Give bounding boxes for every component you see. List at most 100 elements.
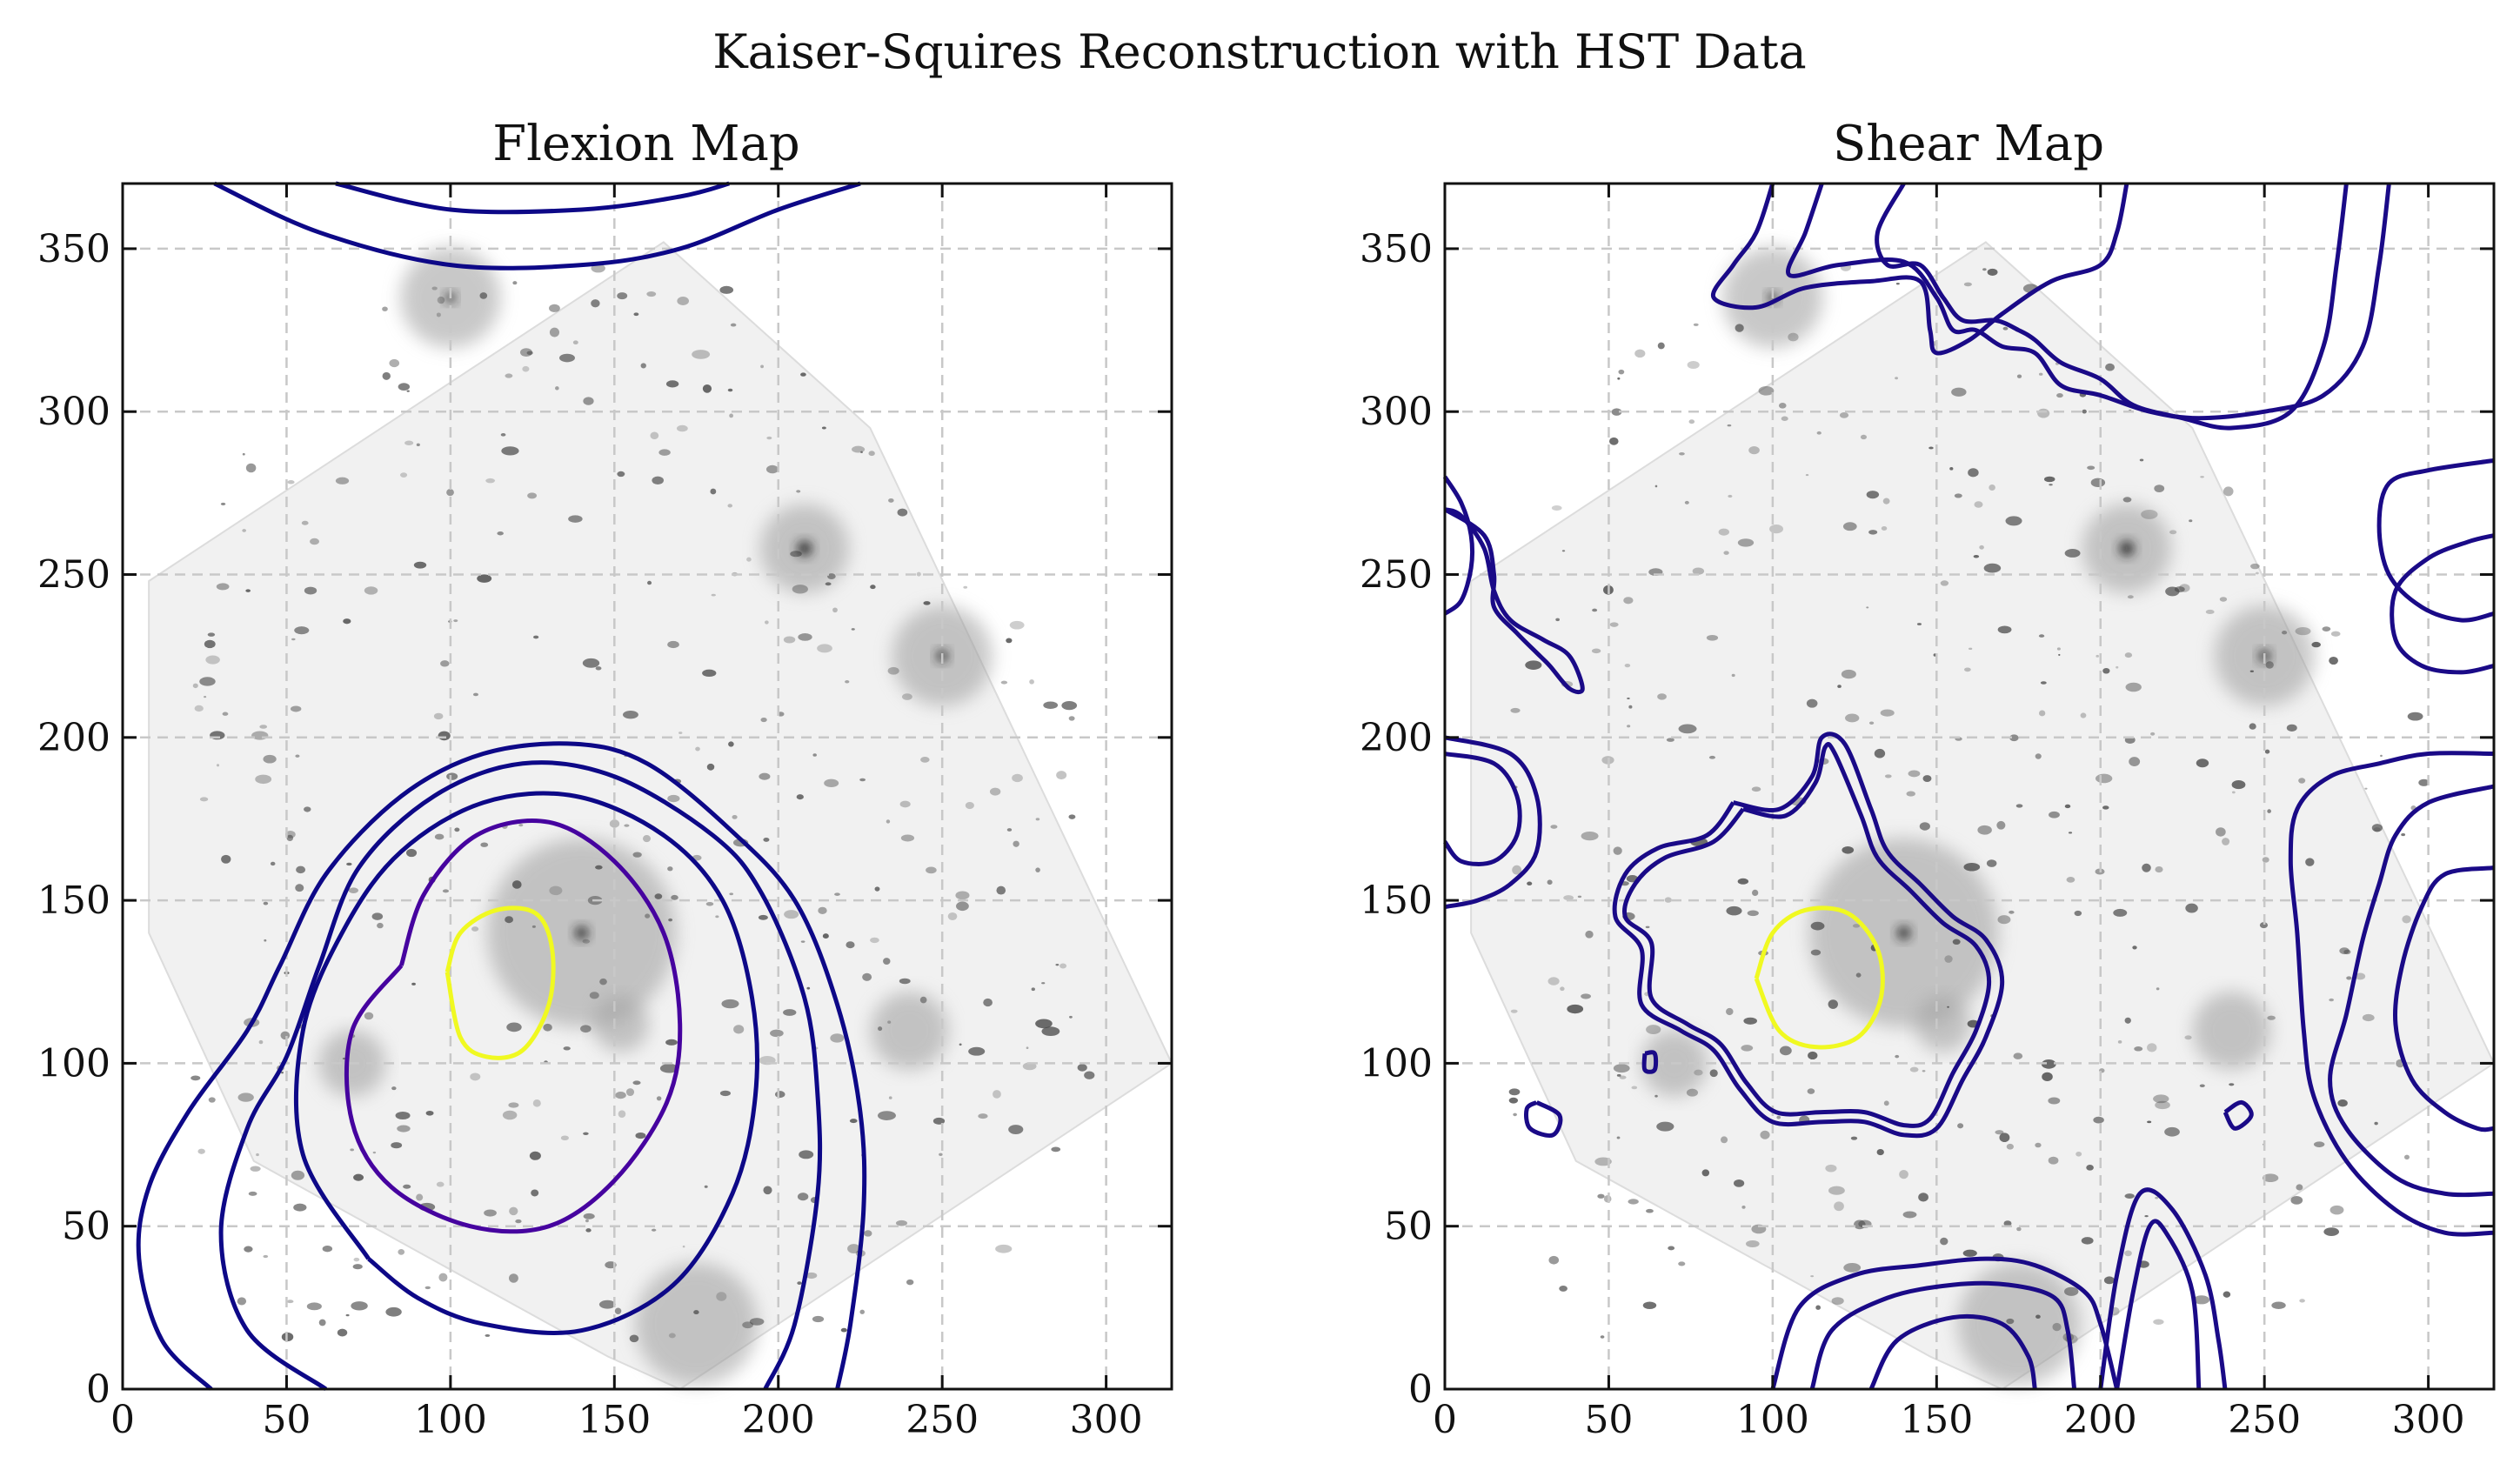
galaxy-speck [2041,1059,2056,1069]
galaxy-speck [568,515,583,523]
galaxy-speck [400,472,408,478]
galaxy-speck [1954,493,1962,498]
galaxy-speck [2035,1142,2042,1148]
galaxy-speck [1634,349,1646,358]
contour-line [1524,1100,1563,1138]
galaxy-speck [479,292,488,299]
contour-line [293,791,759,1335]
galaxy-speck [1816,431,1821,435]
galaxy-speck [532,1099,541,1107]
galaxy-speck [1525,660,1542,670]
galaxy-speck [1631,1086,1638,1090]
galaxy-speck [1013,840,1019,847]
galaxy-speck [1974,501,1983,508]
galaxy-speck [2068,832,2073,834]
panel-title: Flexion Map [492,116,800,172]
galaxy-speck [1551,504,1562,511]
galaxy-speck [583,1213,595,1219]
x-tick-label: 50 [262,1398,311,1442]
galaxy-speck [1512,865,1522,875]
galaxy-speck [442,889,450,893]
galaxy-speck [632,852,642,858]
galaxy-speck [1510,707,1521,713]
galaxy-speck [1741,1206,1746,1209]
galaxy-speck [706,763,715,771]
galaxy-speck [1806,698,1818,708]
galaxy-speck [2311,641,2321,648]
galaxy-speck [2330,631,2341,637]
galaxy-speck [264,939,267,942]
y-tick-label: 0 [86,1367,110,1412]
galaxy-speck [1006,638,1013,644]
galaxy-speck [874,886,880,892]
galaxy-speck [2038,372,2043,376]
galaxy-speck [2132,945,2137,950]
galaxy-speck [1513,1113,1517,1117]
galaxy-speck [437,296,445,304]
galaxy-speck [2262,857,2269,863]
galaxy-speck [704,1185,708,1188]
galaxy-speck [798,633,812,641]
galaxy-speck [2256,571,2259,575]
galaxy-speck [364,1012,374,1020]
galaxy-speck [2222,838,2230,845]
galaxy-speck [822,933,829,939]
contour-line [213,181,861,271]
galaxy-speck [1701,1169,1710,1177]
galaxy-speck [1874,748,1886,758]
galaxy-speck [797,1193,809,1201]
galaxy-speck [1922,775,1932,783]
galaxy-speck [2037,408,2050,418]
galaxy-speck [438,731,451,741]
shear-map-panel: Shear Map 0 50 100 150 200 250 300 0 50 100 150 200… [1360,116,2496,1442]
galaxy-glow [635,1262,758,1386]
axes-frame [1443,182,2496,1391]
galaxy-speck [472,692,478,697]
galaxy-speck [727,504,733,508]
galaxy-speck [250,1166,261,1172]
galaxy-speck [2081,1237,2094,1245]
galaxy-speck [955,891,970,900]
contour-line [2390,533,2495,675]
galaxy-speck [763,838,770,842]
y-tick-label: 200 [1360,716,1433,760]
galaxy-speck [263,754,277,764]
galaxy-speck [895,1219,908,1226]
galaxy-speck [2267,1015,2276,1020]
galaxy-speck [878,1026,883,1032]
x-tick-label: 250 [2228,1398,2301,1442]
galaxy-speck [433,712,444,720]
galaxy-speck [204,639,216,649]
galaxy-speck [715,915,719,919]
galaxy-speck [389,358,400,368]
y-tick-label: 350 [1360,227,1433,271]
contour-line [136,741,867,1391]
galaxy-speck [825,582,832,586]
galaxy-speck [624,824,630,827]
bright-galaxy [1896,925,1911,940]
galaxy-speck [256,1153,259,1157]
galaxy-speck [2184,1035,2192,1040]
image-footprint [148,241,1173,1391]
galaxy-speck [199,797,209,802]
galaxy-speck [2403,1154,2410,1160]
galaxy-speck [1908,770,1921,778]
galaxy-speck [2231,779,2246,790]
galaxy-speck [502,1110,518,1120]
galaxy-speck [695,746,700,752]
galaxy-speck [2103,1276,2115,1285]
galaxy-speck [286,1300,294,1304]
galaxy-speck [766,436,772,440]
galaxy-speck [932,1117,946,1125]
y-tick-label: 150 [1360,879,1433,923]
galaxy-speck [572,340,578,345]
galaxy-speck [1560,986,1565,992]
galaxy-speck [916,571,921,577]
galaxy-speck [1687,360,1700,370]
axes-frame [121,182,1173,1391]
galaxy-speck [1850,1136,1858,1140]
galaxy-speck [2223,1291,2231,1298]
galaxy-speck [2402,915,2411,924]
galaxy-speck [207,632,216,637]
galaxy-speck [511,880,522,889]
